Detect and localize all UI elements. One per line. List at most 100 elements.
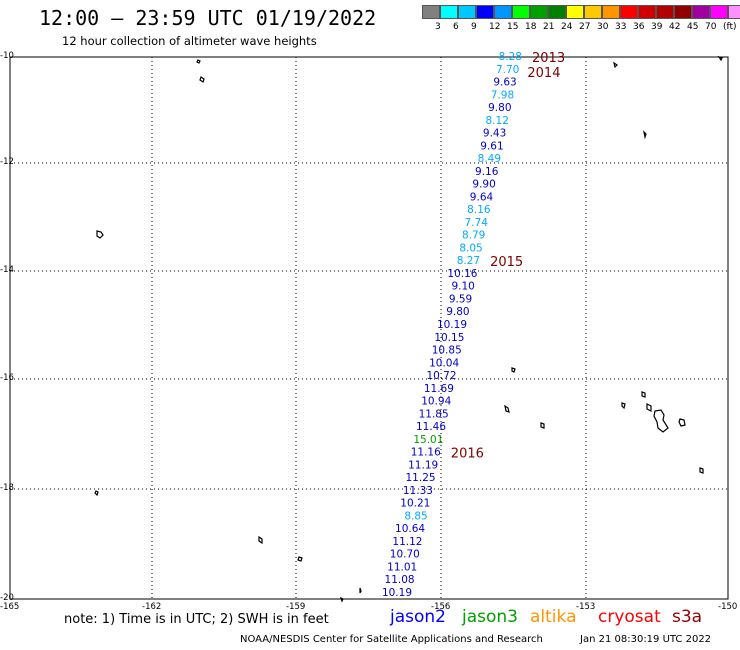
year-label: 2015: [490, 255, 523, 270]
wave-height-observations: 8.287.709.637.989.808.129.439.618.499.16…: [382, 51, 522, 599]
swh-value: 11.08: [385, 574, 415, 586]
scale-swatch: [602, 5, 620, 19]
scale-swatch: [728, 5, 740, 19]
map-title: 12:00 – 23:59 UTC 01/19/2022: [39, 6, 377, 30]
swh-value: 7.70: [496, 64, 519, 76]
swh-value: 10.21: [400, 498, 430, 510]
latitude-label: -18: [0, 483, 14, 493]
island-shape: [699, 467, 704, 474]
swh-value: 11.16: [411, 447, 441, 459]
swh-value: 10.85: [432, 345, 462, 357]
swh-value: 9.59: [449, 293, 472, 305]
island-shape: [717, 55, 723, 62]
swh-value: 11.01: [387, 561, 417, 573]
island-shape: [196, 59, 201, 64]
scale-swatch: [422, 5, 440, 19]
swh-value: 8.27: [457, 255, 480, 267]
swh-value: 9.10: [451, 281, 474, 293]
year-label: 2014: [527, 66, 560, 81]
island-outlines: [94, 55, 723, 603]
scale-label: 3: [435, 22, 441, 32]
swh-value: 7.98: [491, 89, 514, 101]
island-shape: [643, 130, 647, 140]
swh-value: 11.19: [408, 459, 438, 471]
swh-value: 10.70: [390, 549, 420, 561]
scale-label: 39: [651, 22, 663, 32]
swh-value: 8.28: [499, 51, 522, 63]
longitude-label: -162: [142, 602, 162, 612]
scale-label: 6: [453, 22, 459, 32]
scale-label: 15: [507, 22, 519, 32]
swh-value: 8.49: [478, 153, 501, 165]
scale-label: 21: [543, 22, 555, 32]
legend-jason3: jason3: [462, 607, 518, 627]
swh-value: 9.80: [446, 306, 469, 318]
swh-value: 9.90: [472, 179, 495, 191]
swh-value: 9.61: [480, 140, 503, 152]
swh-value: 11.12: [392, 536, 422, 548]
scale-label: 70: [705, 22, 717, 32]
swh-value: 10.19: [437, 319, 467, 331]
legend-s3a: s3a: [672, 607, 703, 627]
swh-value: 15.01: [413, 434, 443, 446]
scale-swatch: [494, 5, 512, 19]
swh-value: 8.85: [404, 510, 427, 522]
scale-swatch: [476, 5, 494, 19]
swh-value: 9.43: [483, 128, 506, 140]
note-text: note: 1) Time is in UTC; 2) SWH is in fe…: [64, 612, 329, 627]
swh-value: 10.04: [429, 357, 459, 369]
swh-value: 8.12: [486, 115, 509, 127]
island-shape: [641, 391, 646, 398]
island-shape: [297, 556, 303, 562]
scale-swatch: [674, 5, 692, 19]
swh-value: 11.33: [403, 485, 433, 497]
latitude-label: -16: [0, 373, 14, 383]
island-shape: [653, 409, 669, 433]
scale-swatch: [512, 5, 530, 19]
swh-value: 10.64: [395, 523, 425, 535]
swh-value: 9.16: [475, 166, 499, 178]
scale-swatch: [620, 5, 638, 19]
scale-label: 33: [615, 22, 627, 32]
swh-value: 11.69: [424, 383, 454, 395]
swh-value: 10.94: [421, 396, 451, 408]
swh-value: 9.64: [470, 191, 494, 203]
island-shape: [511, 367, 516, 373]
scale-swatch: [638, 5, 656, 19]
scale-label: 45: [687, 22, 699, 32]
island-shape: [94, 490, 99, 497]
latitude-label: -14: [0, 265, 14, 275]
graticule: [10, 57, 728, 599]
island-shape: [678, 418, 686, 427]
footer-credit: NOAA/NESDIS Center for Satellite Applica…: [240, 634, 543, 645]
island-shape: [258, 535, 263, 545]
scale-label: 18: [525, 22, 537, 32]
scale-swatch: [566, 5, 584, 19]
island-shape: [339, 596, 344, 603]
latitude-label: -20: [0, 593, 14, 603]
longitude-label: -156: [431, 602, 451, 612]
year-label: 2013: [532, 51, 565, 66]
scale-swatch: [656, 5, 674, 19]
scale-swatch: [530, 5, 548, 19]
longitude-label: -153: [576, 602, 596, 612]
island-shape: [359, 587, 362, 594]
map-subtitle: 12 hour collection of altimeter wave hei…: [62, 34, 317, 48]
color-scale: [422, 5, 740, 19]
island-shape: [646, 403, 652, 412]
scale-label: 42: [669, 22, 681, 32]
map-frame: [9, 56, 729, 600]
swh-value: 7.74: [465, 217, 489, 229]
year-label: 2016: [451, 447, 484, 462]
scale-swatch: [548, 5, 566, 19]
swh-value: 8.16: [467, 204, 491, 216]
swh-value: 10.16: [447, 268, 477, 280]
longitude-label: -165: [0, 602, 20, 612]
scale-swatch: [440, 5, 458, 19]
swh-value: 10.72: [426, 370, 456, 382]
island-shape: [96, 230, 104, 239]
scale-swatch: [458, 5, 476, 19]
swh-value: 10.19: [382, 587, 412, 599]
